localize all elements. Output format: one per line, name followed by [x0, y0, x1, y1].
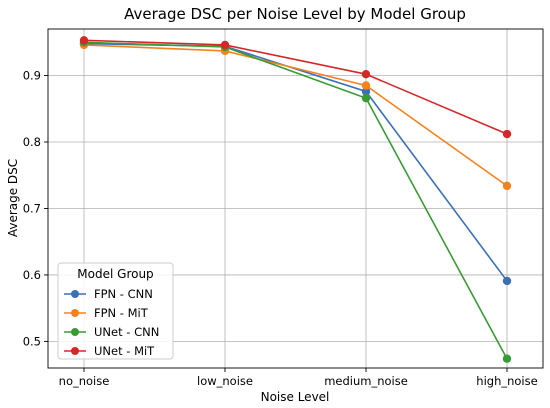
legend-label: UNet - CNN [94, 325, 159, 339]
y-tick-label: 0.6 [23, 268, 41, 282]
data-point [361, 70, 371, 79]
series-line [83, 39, 508, 135]
legend-entry: FPN - CNN [64, 287, 153, 301]
data-point [502, 181, 512, 191]
data-point [361, 93, 371, 103]
series-unet-mit [79, 36, 512, 139]
y-tick-label: 0.9 [23, 69, 41, 83]
axes-ticks: no_noise low_noise medium_noise high_noise 0… [23, 69, 538, 388]
legend-label: FPN - MiT [94, 306, 149, 320]
y-axis-label: Average DSC [6, 159, 20, 237]
x-tick-label: high_noise [476, 374, 537, 388]
plot-frame [47, 28, 544, 369]
y-tick-label: 0.5 [23, 334, 41, 348]
data-point [220, 40, 230, 50]
series-line [83, 44, 508, 187]
legend-label: FPN - CNN [94, 287, 153, 301]
legend: Model Group FPN - CNN FPN - MiT UNet - CNN U… [57, 262, 174, 360]
series-line [83, 41, 508, 360]
x-tick-label: low_noise [197, 374, 253, 388]
legend-swatch-marker [71, 328, 79, 336]
x-tick-label: medium_noise [324, 374, 408, 388]
series-layer [79, 36, 512, 363]
legend-swatch-marker [71, 309, 79, 317]
legend-entry: FPN - MiT [64, 306, 149, 320]
legend-entry: UNet - MiT [64, 344, 155, 358]
legend-label: UNet - MiT [94, 344, 155, 358]
x-axis-label: Noise Level [261, 390, 330, 404]
data-point [361, 81, 371, 90]
y-tick-label: 0.8 [23, 135, 41, 149]
data-point [79, 36, 89, 45]
x-tick-label: no_noise [59, 374, 110, 388]
legend-entry: UNet - CNN [64, 325, 159, 339]
legend-swatch-marker [71, 290, 79, 298]
legend-title: Model Group [77, 267, 153, 281]
legend-frame [57, 262, 174, 360]
data-point [361, 87, 371, 96]
y-tick-label: 0.7 [23, 201, 41, 215]
legend-swatch-marker [71, 347, 79, 355]
data-point [502, 276, 512, 286]
data-point [502, 354, 512, 363]
data-point [502, 129, 512, 139]
chart-title: Average DSC per Noise Level by Model Gro… [124, 5, 466, 23]
